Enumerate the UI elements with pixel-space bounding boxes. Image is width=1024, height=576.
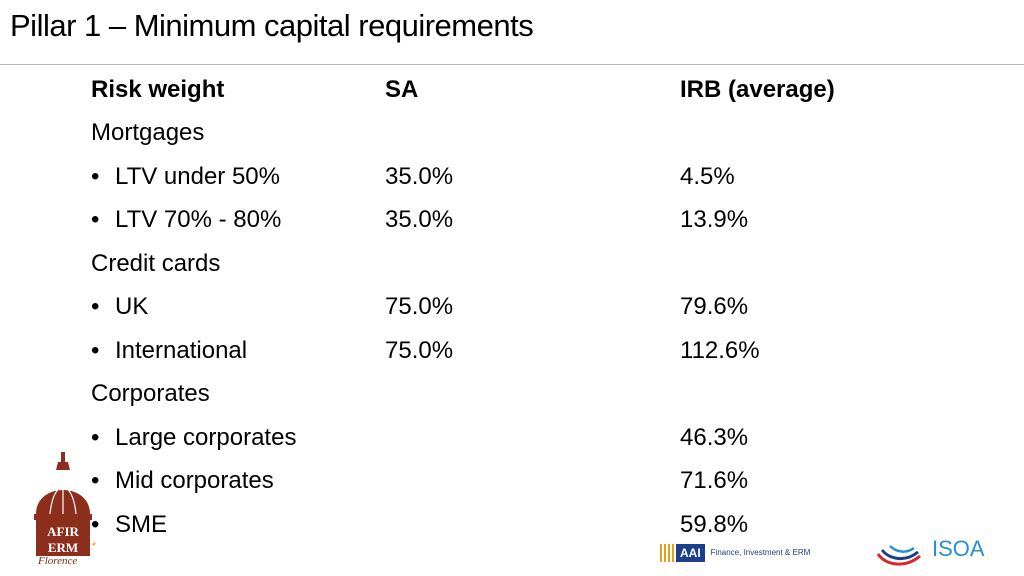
table-row: • Large corporates 46.3% [0,418,1024,458]
row-label-bulleted: • Mid corporates [91,461,274,501]
irb-value: 59.8% [680,511,749,538]
irb-value: 79.6% [680,293,749,320]
bullet-icon: • [91,163,100,190]
sa-value: 75.0% [385,337,454,364]
isoa-logo: ISOA [876,536,985,566]
table-row: • LTV 70% - 80% 35.0% 13.9% [0,200,1024,240]
aai-logo: AAI Finance, Investment & ERM [660,540,810,566]
row-label-bulleted: • Large corporates [91,418,296,458]
row-label-text: Mid corporates [115,467,274,494]
bullet-icon: • [91,424,100,451]
table-row: • LTV under 50% 35.0% 4.5% [0,157,1024,197]
header-irb: IRB (average) [680,76,835,103]
row-label-text: Large corporates [115,424,297,451]
irb-value: 46.3% [680,424,749,451]
irb-value: 13.9% [680,206,749,233]
irb-value: 71.6% [680,467,749,494]
sa-value: 35.0% [385,206,454,233]
row-label-text: LTV 70% - 80% [115,206,282,233]
row-category-label: Mortgages [91,113,204,153]
afir-erm-logo: AFIR ERM [34,452,96,556]
bullet-icon: • [91,337,100,364]
aai-caption: Finance, Investment & ERM [710,548,811,557]
row-label-text: LTV under 50% [115,163,280,190]
afir-logo-text: AFIR [47,524,79,539]
table-row: Corporates [0,374,1024,414]
row-label-bulleted: • SME [91,505,167,545]
row-label-text: UK [115,293,149,320]
row-label-text: Mortgages [91,119,205,146]
header-risk-weight: Risk weight [91,76,225,103]
table-row: • International 75.0% 112.6% [0,331,1024,371]
row-label-text: Corporates [91,380,210,407]
row-category-label: Credit cards [91,244,220,284]
row-label-bulleted: • LTV under 50% [91,157,280,197]
irb-value: 4.5% [680,163,735,190]
page-title: Pillar 1 – Minimum capital requirements [10,8,534,43]
table-row: • SME 59.8% [0,505,1024,545]
table-row: • Mid corporates 71.6% [0,461,1024,501]
row-label-bulleted: • LTV 70% - 80% [91,200,281,240]
aai-mark: AAI [676,544,705,562]
irb-value: 112.6% [680,337,760,364]
erm-logo-text: ERM [48,540,78,555]
row-label-bulleted: • International [91,331,247,371]
table-row: Credit cards [0,244,1024,284]
aai-stripes-icon [660,544,674,562]
isoa-logo-text: ISOA [932,536,985,561]
header-sa: SA [385,76,419,103]
table-row: • UK 75.0% 79.6% [0,287,1024,327]
row-label-text: International [115,337,248,364]
table-header: Risk weight SA IRB (average) [0,70,1024,110]
row-label-text: Credit cards [91,250,221,277]
bullet-icon: • [91,467,100,494]
bullet-icon: • [91,206,100,233]
sa-value: 35.0% [385,163,454,190]
sa-value: 75.0% [385,293,454,320]
table-row: Mortgages [0,113,1024,153]
florence-caption: Florence [38,555,78,567]
bullet-icon: • [91,511,100,538]
row-label-bulleted: • UK [91,287,148,327]
title-divider [0,64,1024,65]
bullet-icon: • [91,293,100,320]
row-label-text: SME [115,511,168,538]
row-category-label: Corporates [91,374,210,414]
